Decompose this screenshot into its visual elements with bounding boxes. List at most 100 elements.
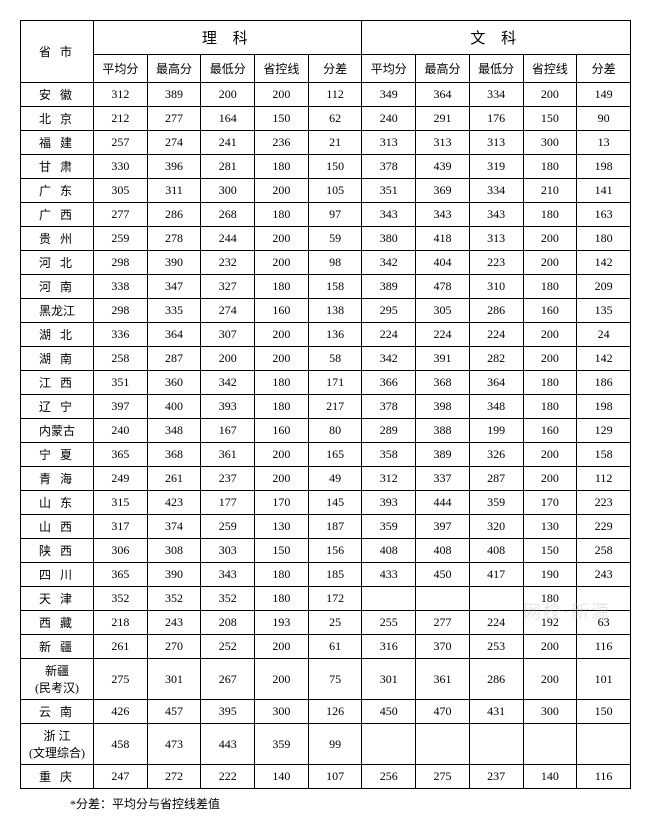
data-cell: 351 — [94, 371, 148, 395]
data-cell: 180 — [523, 371, 577, 395]
data-cell: 200 — [255, 635, 309, 659]
data-cell: 291 — [416, 107, 470, 131]
data-cell: 180 — [523, 395, 577, 419]
data-cell: 200 — [255, 179, 309, 203]
table-row: 新 疆26127025220061316370253200116 — [21, 635, 631, 659]
table-row: 云 南426457395300126450470431300150 — [21, 700, 631, 724]
science-diff-header: 分差 — [308, 55, 362, 83]
data-cell: 306 — [94, 539, 148, 563]
data-cell: 200 — [523, 227, 577, 251]
data-cell: 348 — [147, 419, 201, 443]
data-cell: 190 — [523, 563, 577, 587]
data-cell — [469, 724, 523, 765]
data-cell: 342 — [362, 251, 416, 275]
data-cell: 229 — [577, 515, 631, 539]
data-cell: 312 — [94, 83, 148, 107]
data-cell: 444 — [416, 491, 470, 515]
data-cell: 150 — [308, 155, 362, 179]
province-cell: 黑龙江 — [21, 299, 94, 323]
table-row: 西 藏2182432081932525527722419263 — [21, 611, 631, 635]
science-avg-header: 平均分 — [94, 55, 148, 83]
data-cell: 335 — [147, 299, 201, 323]
data-cell: 338 — [94, 275, 148, 299]
data-cell: 63 — [577, 611, 631, 635]
data-cell: 200 — [255, 467, 309, 491]
data-cell — [362, 724, 416, 765]
data-cell: 408 — [416, 539, 470, 563]
data-cell: 327 — [201, 275, 255, 299]
liberal-avg-header: 平均分 — [362, 55, 416, 83]
table-row: 黑龙江298335274160138295305286160135 — [21, 299, 631, 323]
data-cell: 393 — [362, 491, 416, 515]
table-row: 广 西27728626818097343343343180163 — [21, 203, 631, 227]
province-cell: 青 海 — [21, 467, 94, 491]
table-row: 陕 西306308303150156408408408150258 — [21, 539, 631, 563]
data-cell: 315 — [94, 491, 148, 515]
data-cell: 138 — [308, 299, 362, 323]
data-cell: 408 — [469, 539, 523, 563]
data-cell: 210 — [523, 179, 577, 203]
data-cell: 473 — [147, 724, 201, 765]
data-cell: 360 — [147, 371, 201, 395]
data-cell: 343 — [416, 203, 470, 227]
data-cell: 261 — [147, 467, 201, 491]
data-cell: 160 — [523, 419, 577, 443]
data-cell: 150 — [523, 539, 577, 563]
province-cell: 福 建 — [21, 131, 94, 155]
science-group-header: 理 科 — [94, 21, 362, 55]
data-cell: 389 — [362, 275, 416, 299]
data-cell: 58 — [308, 347, 362, 371]
data-cell: 261 — [94, 635, 148, 659]
data-cell: 366 — [362, 371, 416, 395]
data-cell: 240 — [94, 419, 148, 443]
table-row: 甘 肃330396281180150378439319180198 — [21, 155, 631, 179]
data-cell: 298 — [94, 251, 148, 275]
data-cell: 180 — [523, 275, 577, 299]
data-cell: 359 — [362, 515, 416, 539]
data-cell: 470 — [416, 700, 470, 724]
data-cell: 391 — [416, 347, 470, 371]
data-cell: 200 — [523, 347, 577, 371]
data-cell: 149 — [577, 83, 631, 107]
data-cell: 177 — [201, 491, 255, 515]
liberal-ctrl-header: 省控线 — [523, 55, 577, 83]
data-cell: 281 — [201, 155, 255, 179]
data-cell: 390 — [147, 251, 201, 275]
data-cell: 150 — [577, 700, 631, 724]
data-cell: 374 — [147, 515, 201, 539]
data-cell: 185 — [308, 563, 362, 587]
data-cell: 142 — [577, 251, 631, 275]
data-cell: 135 — [577, 299, 631, 323]
data-cell: 275 — [94, 659, 148, 700]
data-cell: 200 — [255, 659, 309, 700]
data-cell: 224 — [469, 323, 523, 347]
data-cell: 200 — [523, 659, 577, 700]
data-cell: 305 — [416, 299, 470, 323]
data-cell: 316 — [362, 635, 416, 659]
liberal-group-header: 文 科 — [362, 21, 631, 55]
data-cell: 365 — [94, 563, 148, 587]
data-cell: 150 — [255, 539, 309, 563]
data-cell: 180 — [255, 371, 309, 395]
province-cell: 天 津 — [21, 587, 94, 611]
data-cell: 180 — [523, 587, 577, 611]
data-cell: 236 — [255, 131, 309, 155]
data-cell: 272 — [147, 765, 201, 789]
data-cell: 311 — [147, 179, 201, 203]
data-cell: 257 — [94, 131, 148, 155]
data-cell: 222 — [201, 765, 255, 789]
province-cell: 湖 北 — [21, 323, 94, 347]
data-cell: 217 — [308, 395, 362, 419]
data-cell: 368 — [147, 443, 201, 467]
data-cell: 303 — [201, 539, 255, 563]
data-cell: 198 — [577, 395, 631, 419]
data-cell: 200 — [255, 83, 309, 107]
province-cell: 新疆(民考汉) — [21, 659, 94, 700]
table-row: 四 川365390343180185433450417190243 — [21, 563, 631, 587]
data-cell: 336 — [94, 323, 148, 347]
data-cell: 359 — [469, 491, 523, 515]
data-cell: 270 — [147, 635, 201, 659]
data-cell: 319 — [469, 155, 523, 179]
data-cell: 200 — [201, 83, 255, 107]
data-cell: 126 — [308, 700, 362, 724]
